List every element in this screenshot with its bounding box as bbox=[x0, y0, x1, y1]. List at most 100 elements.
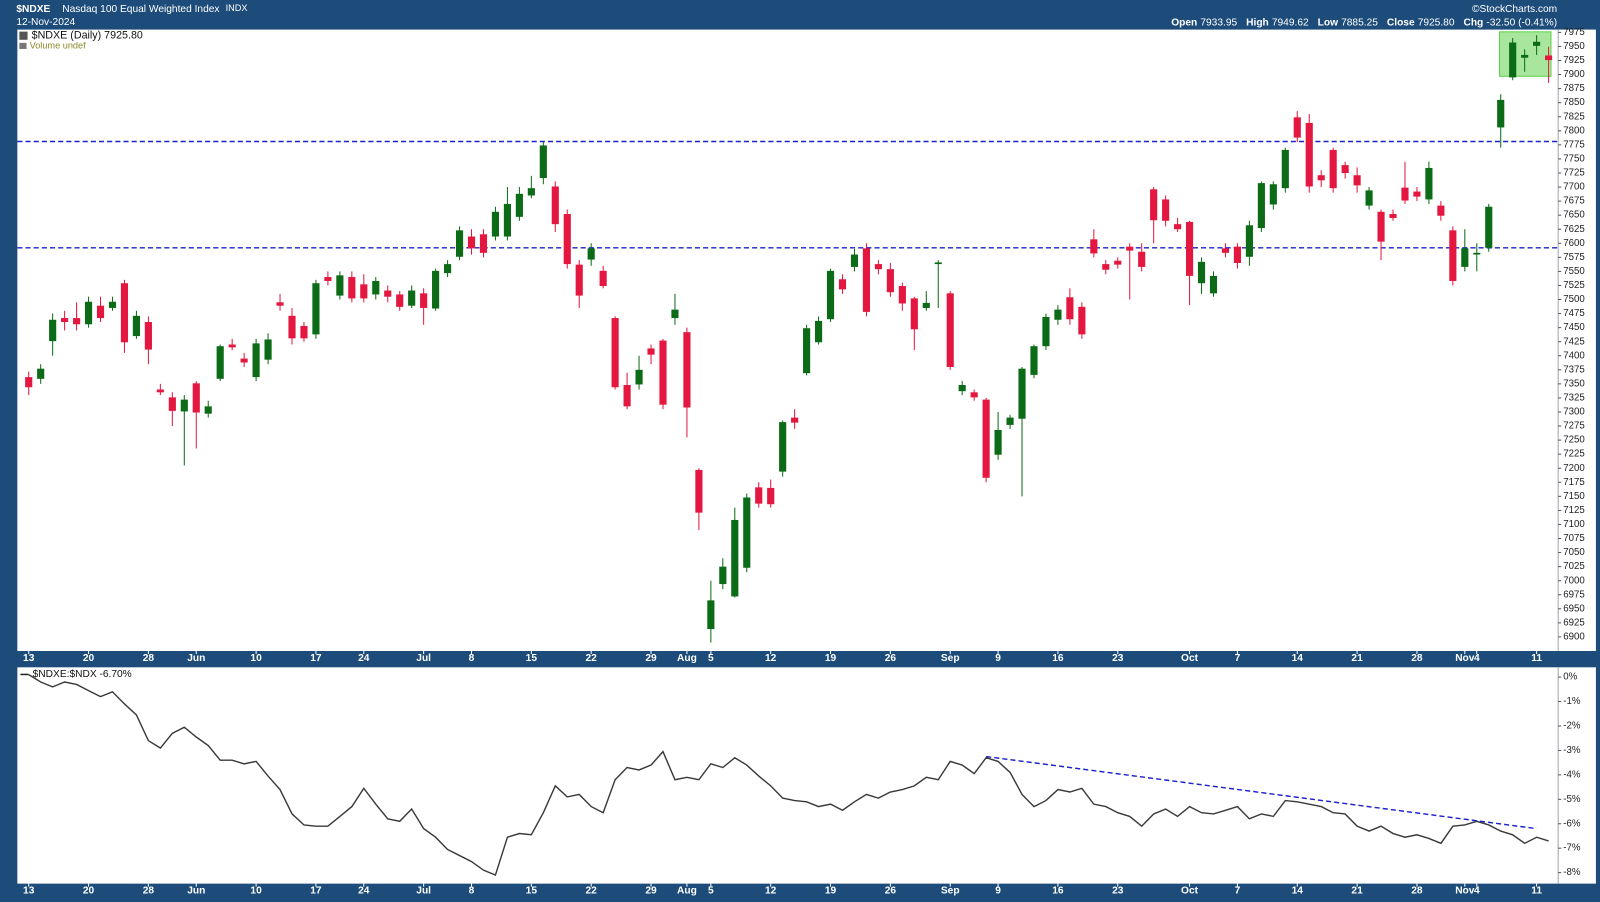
y-tick-label: -5% bbox=[1563, 794, 1581, 805]
x-tick-label: 26 bbox=[885, 653, 897, 664]
y-tick-label: 7125 bbox=[1563, 505, 1585, 516]
y-tick-label: 7250 bbox=[1563, 435, 1585, 446]
candle-body bbox=[779, 422, 787, 472]
x-tick-label: 4 bbox=[1474, 885, 1480, 896]
x-tick-label: 24 bbox=[358, 885, 370, 896]
candle-body bbox=[432, 270, 440, 309]
x-tick-label: Nov bbox=[1455, 653, 1475, 664]
candle-body bbox=[1461, 248, 1469, 267]
copyright: ©StockCharts.com bbox=[1472, 4, 1557, 15]
candle-body bbox=[384, 290, 392, 297]
quote-value: 7933.95 bbox=[1200, 17, 1237, 28]
candle-body bbox=[37, 368, 45, 379]
candle-body bbox=[1365, 190, 1373, 206]
candle-body bbox=[120, 283, 129, 343]
candle-body bbox=[264, 339, 272, 360]
x-tick-label: 29 bbox=[645, 885, 657, 896]
candle-body bbox=[1401, 187, 1409, 201]
candle-body bbox=[671, 309, 679, 319]
candle-body bbox=[228, 344, 236, 348]
candle-body bbox=[61, 318, 69, 323]
candle-body bbox=[300, 325, 308, 339]
candle-body bbox=[25, 377, 33, 388]
candle-body bbox=[1126, 246, 1134, 251]
candle-body bbox=[1233, 246, 1242, 263]
candle-body bbox=[204, 406, 212, 414]
candle-body bbox=[360, 284, 368, 299]
y-tick-label: 7800 bbox=[1563, 125, 1585, 136]
candle-body bbox=[1533, 41, 1541, 46]
candle-body bbox=[1114, 260, 1122, 265]
candle-body bbox=[515, 193, 523, 217]
candle-body bbox=[252, 343, 260, 378]
x-tick-label: 19 bbox=[825, 885, 837, 896]
candle-body bbox=[168, 397, 176, 411]
candle-body bbox=[1389, 214, 1397, 218]
y-tick-label: 7300 bbox=[1563, 407, 1585, 418]
y-tick-label: -6% bbox=[1563, 818, 1581, 829]
x-tick-label: Sep bbox=[941, 885, 960, 896]
y-tick-label: 7425 bbox=[1563, 336, 1585, 347]
x-tick-label: 15 bbox=[526, 885, 538, 896]
candle-body bbox=[503, 203, 511, 237]
y-tick-label: 7050 bbox=[1563, 547, 1585, 558]
candle-body bbox=[551, 186, 559, 225]
candle-body bbox=[1485, 206, 1493, 248]
x-tick-label: 28 bbox=[1411, 653, 1423, 664]
x-tick-label: 20 bbox=[83, 653, 95, 664]
x-tick-label: Nov bbox=[1455, 885, 1475, 896]
candle-body bbox=[1245, 225, 1253, 257]
candle-body bbox=[994, 429, 1002, 455]
y-tick-label: 7525 bbox=[1563, 280, 1585, 291]
ratio-panel bbox=[17, 667, 1596, 884]
x-tick-label: 17 bbox=[310, 653, 322, 664]
y-tick-label: 7375 bbox=[1563, 364, 1585, 375]
candle-body bbox=[575, 264, 583, 296]
candle-body bbox=[611, 318, 619, 388]
x-tick-label: Aug bbox=[677, 885, 697, 896]
x-tick-label: 16 bbox=[1052, 653, 1064, 664]
x-tick-label: 15 bbox=[526, 653, 538, 664]
candle-body bbox=[635, 369, 643, 385]
candle-body bbox=[1269, 184, 1277, 205]
y-tick-label: 7550 bbox=[1563, 266, 1585, 277]
candle-body bbox=[240, 358, 248, 363]
quote-value: 7885.25 bbox=[1341, 17, 1378, 28]
x-tick-label: Aug bbox=[677, 653, 697, 664]
candle-body bbox=[1497, 99, 1505, 128]
candle-body bbox=[838, 279, 847, 290]
y-tick-label: 7750 bbox=[1563, 153, 1585, 164]
x-tick-label: 22 bbox=[586, 653, 598, 664]
candle-body bbox=[1102, 264, 1110, 270]
candle-body bbox=[826, 270, 835, 320]
y-tick-label: 7175 bbox=[1563, 477, 1585, 488]
candle-body bbox=[1449, 230, 1457, 281]
candle-body bbox=[982, 399, 990, 478]
candle-body bbox=[599, 270, 607, 287]
x-tick-label: 11 bbox=[1531, 885, 1542, 896]
x-tick-label: 28 bbox=[143, 653, 155, 664]
candle-body bbox=[192, 383, 200, 413]
y-tick-label: 7850 bbox=[1563, 97, 1585, 108]
candle-body bbox=[491, 211, 500, 237]
candle-body bbox=[132, 315, 140, 337]
quote-value: 7949.62 bbox=[1272, 17, 1309, 28]
candle-body bbox=[1377, 211, 1385, 242]
x-tick-label: 9 bbox=[995, 885, 1001, 896]
y-tick-label: 7400 bbox=[1563, 350, 1585, 361]
x-tick-label: 28 bbox=[143, 885, 155, 896]
candle-body bbox=[659, 340, 667, 405]
x-tick-label: 14 bbox=[1292, 885, 1304, 896]
candle-body bbox=[707, 600, 715, 630]
candle-body bbox=[719, 566, 727, 585]
candle-body bbox=[444, 264, 452, 274]
candle-body bbox=[1509, 42, 1517, 78]
candle-body bbox=[755, 487, 763, 504]
candle-body bbox=[1185, 221, 1194, 276]
candle-body bbox=[647, 348, 655, 355]
x-tick-label: 8 bbox=[469, 653, 475, 664]
candle-body bbox=[1221, 248, 1230, 253]
candle-body bbox=[396, 294, 404, 307]
